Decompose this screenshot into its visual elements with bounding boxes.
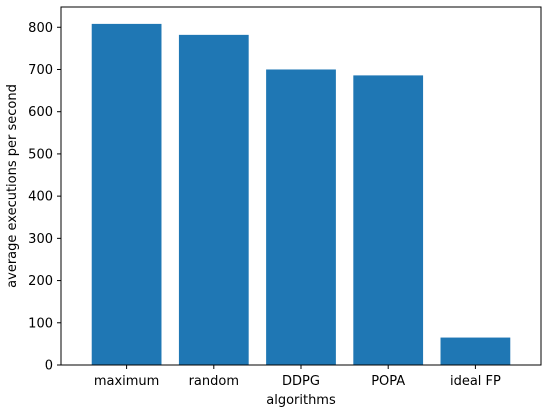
x-tick-label: DDPG [282, 374, 320, 389]
x-tick-label: random [189, 374, 239, 389]
x-axis-ticks: maximum random DDPG POPA ideal FP [94, 365, 501, 389]
x-tick-label: ideal FP [450, 374, 501, 389]
y-tick-label: 300 [28, 232, 53, 247]
y-tick-label: 200 [28, 274, 53, 289]
y-tick-label: 400 [28, 190, 53, 205]
y-tick-label: 100 [28, 316, 53, 331]
bar-ideal-fp [440, 337, 511, 365]
y-tick-label: 700 [28, 63, 53, 78]
bars-layer [91, 23, 511, 366]
y-tick-label: 800 [28, 21, 53, 36]
bar-maximum [91, 23, 162, 366]
x-tick-label: maximum [94, 374, 160, 389]
y-tick-label: 600 [28, 105, 53, 120]
bar-popa [353, 75, 424, 365]
x-axis-title: algorithms [266, 393, 336, 408]
y-axis-ticks: 0 100 200 300 400 500 600 700 800 [28, 21, 61, 374]
bar-ddpg [266, 69, 336, 365]
bar-random [178, 34, 249, 365]
y-tick-label: 0 [45, 359, 53, 374]
y-tick-label: 500 [28, 147, 53, 162]
plot-frame [60, 6, 542, 366]
x-tick-label: POPA [371, 374, 405, 389]
y-axis-title: average executions per second [5, 84, 20, 288]
